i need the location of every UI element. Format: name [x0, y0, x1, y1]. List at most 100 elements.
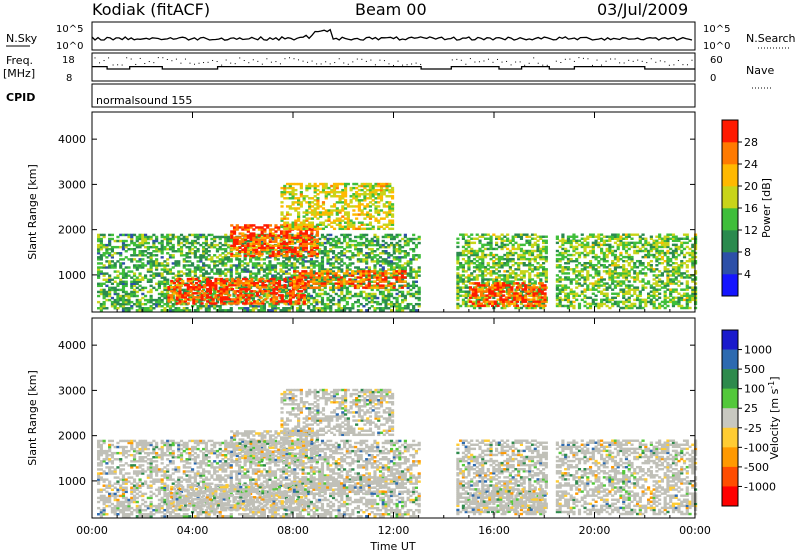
power-cell: [108, 243, 112, 247]
power-cell: [365, 292, 369, 296]
power-cell: [238, 232, 242, 235]
power-cell: [401, 292, 405, 296]
power-cell: [116, 284, 120, 288]
power-cell: [555, 296, 559, 300]
power-cell: [307, 276, 311, 279]
power-cell: [381, 286, 385, 289]
power-cell: [321, 221, 326, 224]
power-cell: [387, 260, 391, 263]
power-cell: [406, 254, 410, 257]
power-cell: [514, 274, 518, 277]
power-cell: [478, 270, 482, 273]
power-cell: [539, 237, 543, 241]
power-cell: [564, 251, 568, 255]
power-cell: [268, 309, 272, 312]
power-cell: [293, 236, 297, 239]
power-cell: [406, 302, 410, 306]
power-cell: [331, 250, 336, 253]
power-cell: [586, 302, 590, 306]
power-cell: [307, 242, 311, 245]
power-cell: [591, 300, 595, 304]
power-cell: [334, 274, 338, 277]
power-cell: [204, 264, 208, 267]
power-cell: [331, 298, 336, 302]
power-cell: [409, 302, 413, 306]
power-cell: [213, 272, 217, 275]
power-cell: [255, 252, 259, 256]
power-cell: [160, 264, 164, 267]
power-cell: [395, 307, 399, 310]
power-cell: [392, 268, 396, 271]
power-cell: [291, 223, 295, 226]
power-cell: [229, 307, 233, 310]
power-cell: [575, 280, 579, 283]
power-cell: [329, 288, 333, 292]
power-cell: [345, 282, 349, 285]
power-cell: [332, 186, 337, 190]
power-cell: [102, 302, 106, 306]
power-cell: [254, 272, 258, 275]
power-cell: [261, 302, 265, 305]
power-cell: [132, 258, 137, 261]
power-cell: [331, 286, 336, 290]
power-cell: [506, 257, 510, 261]
power-cell: [340, 252, 344, 255]
power-cell: [377, 209, 381, 212]
power-cell: [121, 270, 126, 273]
power-cell: [160, 294, 164, 298]
power-cell: [121, 282, 126, 286]
power-cell: [155, 237, 159, 241]
power-cell: [594, 282, 598, 285]
power-cell: [260, 228, 264, 231]
power-cell: [388, 209, 392, 212]
power-cell: [215, 250, 220, 253]
power-cell: [467, 259, 471, 263]
power-cell: [182, 239, 186, 243]
power-cell: [262, 268, 267, 271]
power-cell: [229, 250, 233, 253]
power-cell: [297, 302, 301, 305]
date-title: 03/Jul/2009: [597, 0, 688, 19]
power-cell: [586, 251, 590, 255]
power-cell: [243, 270, 247, 273]
power-cell: [310, 209, 315, 212]
power-cell: [356, 276, 360, 279]
power-cell: [572, 270, 576, 273]
power-cell: [218, 247, 222, 251]
power-cell: [181, 281, 185, 285]
power-cell: [163, 309, 167, 312]
power-cell: [338, 195, 342, 198]
power-cell: [349, 199, 353, 202]
power-cell: [506, 237, 510, 241]
power-cell: [318, 266, 322, 269]
power-cell: [409, 258, 413, 261]
power-cell: [283, 277, 287, 281]
nave-point: [420, 63, 422, 65]
power-cell: [370, 270, 374, 273]
power-cell: [213, 239, 217, 243]
power-cell: [102, 254, 106, 257]
power-cell: [375, 274, 380, 277]
power-cell: [246, 292, 250, 296]
power-cell: [291, 290, 295, 293]
power-cell: [555, 294, 559, 298]
power-cell: [229, 309, 233, 312]
power-cell: [359, 235, 363, 239]
power-cell: [152, 241, 156, 245]
power-cell: [285, 226, 289, 229]
power-cell: [329, 278, 333, 281]
power-cell: [221, 260, 225, 263]
nave-tick-bottom: 0: [710, 73, 716, 84]
power-cell: [235, 246, 239, 250]
power-cell: [492, 247, 496, 251]
power-cell: [577, 282, 582, 285]
power-cell: [290, 274, 294, 277]
power-cell: [166, 243, 170, 247]
power-cell: [279, 274, 283, 277]
power-cell: [583, 249, 587, 253]
power-cell: [308, 221, 312, 224]
power-cell: [577, 284, 582, 287]
power-cell: [265, 300, 269, 304]
power-cell: [146, 300, 150, 304]
power-cell: [135, 294, 139, 298]
